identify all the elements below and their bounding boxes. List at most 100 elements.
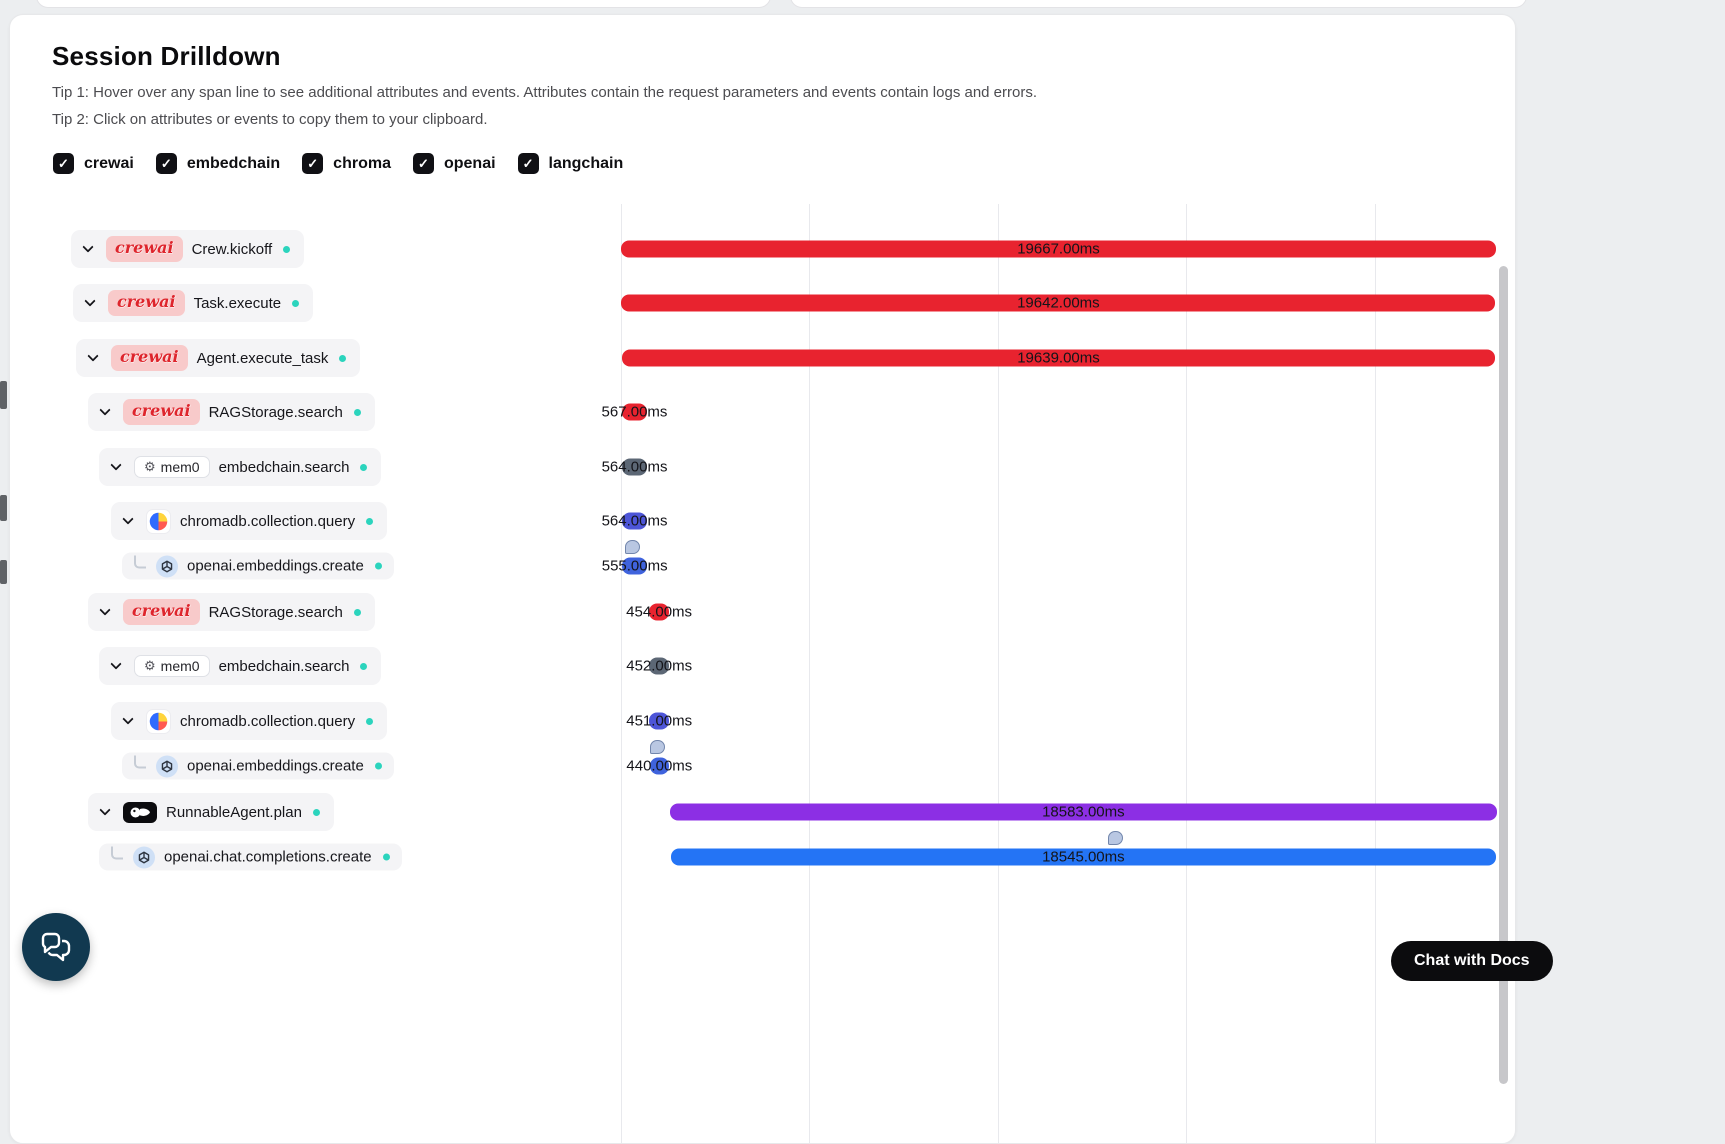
span-bar[interactable]: 452.00ms: [626, 657, 692, 675]
status-dot: [360, 662, 368, 670]
chevron-down-icon[interactable]: [81, 241, 97, 256]
span-label[interactable]: chromadb.collection.query: [111, 702, 388, 740]
vendor-filter-embedchain[interactable]: ✓ embedchain: [155, 153, 280, 174]
status-dot: [292, 299, 300, 307]
span-duration-label: 567.00ms: [601, 403, 668, 421]
span-label[interactable]: RunnableAgent.plan: [88, 793, 334, 831]
span-label[interactable]: crewai Crew.kickoff: [71, 230, 305, 268]
span-bar[interactable]: 454.00ms: [626, 603, 692, 621]
span-duration-label: 564.00ms: [601, 512, 668, 530]
tree-connector-icon: [134, 755, 146, 768]
status-dot: [339, 354, 347, 362]
status-dot: [353, 608, 361, 616]
chevron-down-icon[interactable]: [98, 404, 114, 419]
chevron-down-icon[interactable]: [121, 513, 137, 528]
span-bar[interactable]: 19642.00ms: [621, 294, 1496, 312]
span-bar[interactable]: 567.00ms: [602, 403, 667, 421]
chroma-logo: [146, 508, 171, 534]
vendor-badge: [156, 555, 178, 577]
status-dot: [360, 463, 368, 471]
chevron-down-icon[interactable]: [83, 295, 99, 310]
span-name: chromadb.collection.query: [180, 712, 356, 730]
span-duration-label: 451.00ms: [626, 712, 693, 730]
span-duration-label: 19639.00ms: [1017, 349, 1100, 367]
span-bar[interactable]: 555.00ms: [602, 557, 668, 575]
span-bar[interactable]: 564.00ms: [602, 512, 667, 530]
chevron-down-icon[interactable]: [121, 713, 137, 728]
session-drilldown-card: Session Drilldown Tip 1: Hover over any …: [9, 14, 1516, 1144]
span-label[interactable]: crewai RAGStorage.search: [88, 393, 375, 431]
chevron-down-icon[interactable]: [109, 658, 125, 673]
span-bar[interactable]: 19667.00ms: [621, 240, 1496, 258]
vendor-badge: [156, 755, 178, 777]
vendor-badge: ⚙ mem0: [134, 655, 210, 677]
trace-waterfall: crewai Crew.kickoff 19667.00ms crewai Ta…: [10, 15, 1515, 1143]
span-name: RunnableAgent.plan: [166, 803, 302, 821]
chevron-down-icon[interactable]: [98, 604, 114, 619]
top-panel-left: [36, 0, 771, 8]
checkbox-checked-icon[interactable]: ✓: [53, 153, 74, 174]
span-bar[interactable]: 451.00ms: [626, 712, 692, 730]
vendor-badge: crewai: [123, 399, 200, 425]
span-duration-label: 19642.00ms: [1017, 294, 1100, 312]
clipped-background-text: [0, 560, 7, 584]
span-label[interactable]: ⚙ mem0 embedchain.search: [99, 448, 382, 486]
checkbox-checked-icon[interactable]: ✓: [302, 153, 324, 174]
span-bar[interactable]: 564.00ms: [602, 458, 667, 476]
span-label[interactable]: openai.chat.completions.create: [99, 843, 402, 871]
span-bar[interactable]: 19639.00ms: [621, 349, 1496, 367]
checkbox-checked-icon[interactable]: ✓: [155, 153, 177, 174]
checkbox-checked-icon[interactable]: ✓: [412, 153, 434, 174]
event-bubble-icon[interactable]: [625, 540, 640, 554]
crewai-logo: crewai: [111, 345, 188, 371]
crewai-logo: crewai: [106, 236, 183, 262]
span-duration-label: 564.00ms: [601, 458, 668, 476]
span-bar[interactable]: 18583.00ms: [669, 803, 1497, 821]
chat-with-docs-button[interactable]: Chat with Docs: [1391, 941, 1553, 981]
status-dot: [374, 562, 382, 570]
chevron-down-icon[interactable]: [86, 350, 102, 365]
chevron-down-icon[interactable]: [98, 804, 114, 819]
span-label[interactable]: crewai Task.execute: [73, 284, 314, 322]
vendor-badge: crewai: [123, 599, 200, 625]
vendor-filters: ✓ crewai ✓ embedchain ✓ chroma ✓ openai …: [53, 153, 623, 174]
vendor-filter-crewai[interactable]: ✓ crewai: [53, 153, 134, 174]
tree-connector-icon: [134, 555, 146, 568]
chat-widget-button[interactable]: [22, 913, 90, 981]
span-name: chromadb.collection.query: [180, 512, 356, 530]
span-duration-label: 19667.00ms: [1017, 240, 1100, 258]
vendor-filter-chroma[interactable]: ✓ chroma: [302, 153, 391, 174]
vendor-badge: crewai: [106, 236, 183, 262]
span-name: Crew.kickoff: [191, 240, 273, 258]
filter-label: openai: [443, 154, 496, 172]
openai-logo: [156, 755, 178, 777]
status-dot: [353, 408, 361, 416]
span-label[interactable]: crewai RAGStorage.search: [88, 593, 375, 631]
span-label[interactable]: chromadb.collection.query: [111, 502, 388, 540]
vendor-filter-langchain[interactable]: ✓ langchain: [517, 153, 623, 174]
checkbox-checked-icon[interactable]: ✓: [517, 153, 539, 174]
span-duration-label: 454.00ms: [626, 603, 693, 621]
span-name: embedchain.search: [218, 458, 350, 476]
mem0-logo: ⚙ mem0: [134, 456, 210, 478]
span-name: openai.embeddings.create: [187, 557, 364, 575]
crewai-logo: crewai: [108, 290, 185, 316]
span-label[interactable]: ⚙ mem0 embedchain.search: [99, 647, 382, 685]
span-bar[interactable]: 18545.00ms: [670, 848, 1496, 866]
span-label[interactable]: crewai Agent.execute_task: [76, 339, 361, 377]
chevron-down-icon[interactable]: [109, 459, 125, 474]
vendor-filter-openai[interactable]: ✓ openai: [412, 153, 496, 174]
span-label[interactable]: openai.embeddings.create: [122, 552, 394, 580]
span-label[interactable]: openai.embeddings.create: [122, 752, 394, 780]
span-duration-label: 555.00ms: [601, 557, 668, 575]
span-duration-label: 452.00ms: [626, 657, 693, 675]
event-bubble-icon[interactable]: [1108, 831, 1124, 845]
span-name: RAGStorage.search: [208, 403, 343, 421]
gridline: [998, 204, 999, 1143]
event-bubble-icon[interactable]: [649, 740, 665, 754]
span-duration-label: 18583.00ms: [1042, 803, 1125, 821]
vertical-scrollbar[interactable]: [1499, 266, 1508, 1084]
gridline: [621, 204, 622, 1143]
span-bar[interactable]: 440.00ms: [626, 757, 692, 775]
clipped-background-text: [0, 381, 7, 409]
